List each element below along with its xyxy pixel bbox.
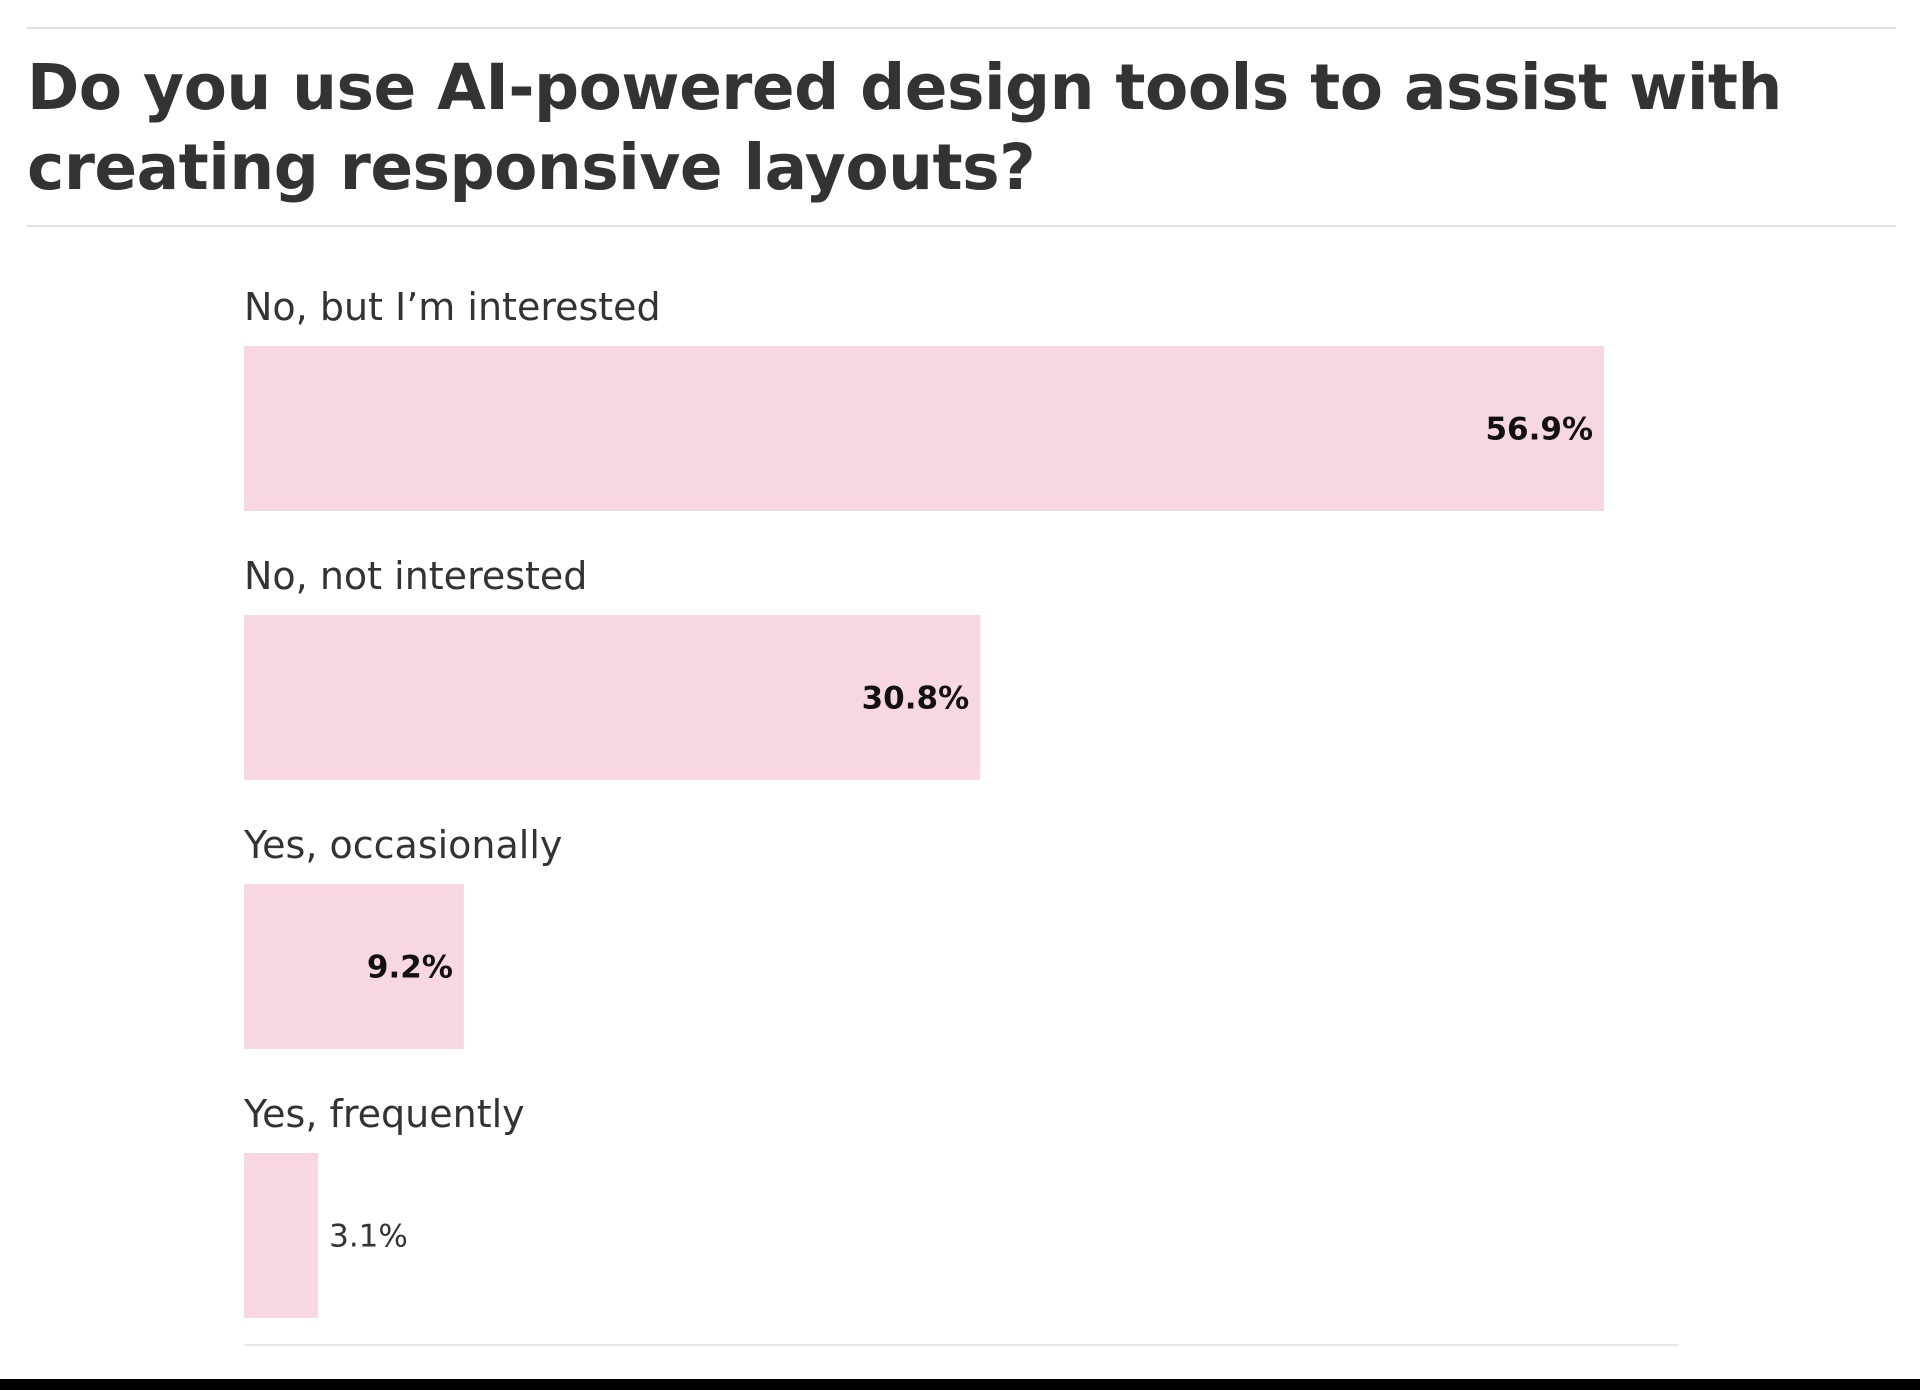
bar — [244, 346, 1604, 511]
category-label: Yes, occasionally — [243, 823, 562, 867]
category-label: No, not interested — [244, 554, 587, 598]
bottom-edge-bar — [0, 1379, 1920, 1390]
chart-baseline — [244, 1344, 1679, 1346]
value-label: 56.9% — [1485, 412, 1593, 448]
bar — [244, 884, 464, 1049]
value-label: 9.2% — [367, 950, 453, 986]
value-label: 30.8% — [862, 681, 970, 717]
top-divider — [27, 27, 1896, 29]
bar — [244, 615, 981, 780]
bar — [244, 1153, 319, 1318]
value-label: 3.1% — [329, 1219, 408, 1255]
category-label: Yes, frequently — [243, 1092, 525, 1136]
bars-group: No, but I’m interested 56.9% No, not inter… — [243, 285, 1604, 1318]
category-label: No, but I’m interested — [244, 285, 661, 329]
chart-title: Do you use AI-powered design tools to as… — [27, 51, 1782, 204]
title-divider — [27, 225, 1896, 227]
